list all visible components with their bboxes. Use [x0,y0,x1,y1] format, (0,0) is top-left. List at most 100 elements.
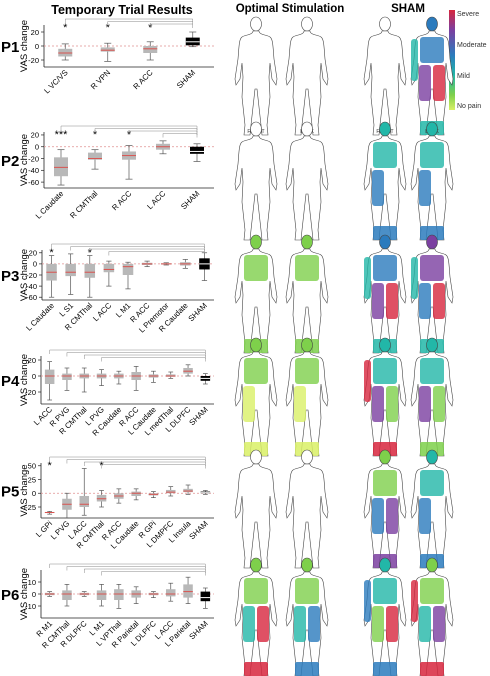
panel-p1: P1 VAS change-20 0 20 * L VC/VS * R VPN * R ACC SH… [1,18,214,95]
body-head [379,337,391,353]
pain-region [243,386,255,422]
pain-region [411,580,418,622]
box-iqr [54,157,68,177]
pain-region [420,142,444,168]
y-tick-label: 50 [28,462,36,471]
sham-body-figure [410,557,454,676]
pain-region [386,283,398,319]
pain-region [243,606,255,642]
box-iqr [114,589,124,600]
comparison-bracket [66,352,206,357]
significance-marker: * [148,22,153,34]
comparison-bracket [66,459,206,464]
pain-region [433,283,445,319]
pain-region [364,580,371,622]
box-iqr [131,491,141,496]
pain-region [386,606,398,642]
significance-marker: * [93,129,98,141]
optimal-body-figure [285,16,329,136]
category-label: SHAM [187,519,209,541]
pain-region [419,170,431,206]
severity-label-3: No pain [457,103,481,110]
body-maps: FRONTBACKFRONTBACK [234,16,454,676]
pain-region [244,255,268,281]
box-iqr [100,47,115,52]
body-head [426,16,438,32]
y-tick-label: 25 [28,475,36,484]
sham-body-figure [363,449,407,569]
comparison-bracket [94,128,198,133]
y-tick-label: -60 [26,293,37,302]
category-label: L ACC [145,189,167,211]
pain-region [419,386,431,422]
comparison-bracket [49,456,206,461]
severity-label-2: Mild [457,73,470,80]
patient-label: P6 [1,587,19,604]
body-head [426,557,438,573]
y-tick-label: 20 [28,356,36,365]
pain-region [373,255,397,281]
comparison-bracket [49,349,206,354]
y-tick-label: -10 [25,602,36,611]
y-tick-label: -25 [25,503,36,512]
pain-region [294,606,306,642]
y-tick-label: -20 [28,56,39,65]
pain-region [420,578,444,604]
pain-region [372,498,384,534]
body-outline [234,30,278,136]
category-label: L Caudate [34,189,66,221]
sham-body-figure [410,449,454,569]
comparison-bracket [101,464,206,469]
y-axis-label: VAS change [19,134,30,186]
comparison-bracket [49,563,206,568]
y-tick-label: -20 [26,271,37,280]
pain-region [295,358,319,384]
y-tick-label: 0 [33,260,37,269]
body-head [301,337,313,353]
patient-label: P1 [1,39,19,56]
body-head [426,337,438,353]
body-row-1: FRONTBACKFRONTBACK [234,16,454,136]
y-tick-label: 20 [31,131,39,140]
significance-marker: * [127,129,132,141]
category-label: SHAM [187,405,209,427]
patient-label: P3 [1,268,19,285]
box-iqr [122,263,134,275]
y-tick-label: 0 [35,42,39,51]
y-axis-label: VAS change [19,20,30,72]
y-tick-label: 0 [32,590,36,599]
optimal-body-figure [234,557,278,676]
pain-region [295,255,319,281]
y-tick-label: 20 [31,28,39,37]
box-iqr [62,373,72,380]
y-axis-label: VAS change [19,568,30,620]
body-row-3 [234,234,454,354]
body-head [426,121,438,137]
sham-body-figure [410,121,454,241]
pain-region [411,257,418,299]
comparison-bracket [101,571,206,576]
pain-region [244,358,268,384]
box-iqr [44,369,55,384]
pain-region [373,358,397,384]
category-label: L VC/VS [42,68,69,95]
optimal-body-figure [234,234,278,354]
box-iqr [103,263,115,273]
y-axis-label: VAS change [19,249,30,301]
pain-region [294,386,306,422]
box-iqr [183,584,193,598]
box-iqr [200,591,211,602]
category-label: SHAM [175,68,197,90]
body-head [426,449,438,465]
y-tick-label: 0 [32,489,36,498]
body-head [250,234,262,250]
significance-marker: *** [55,129,69,141]
box-iqr [88,152,102,160]
pain-region [420,470,444,496]
pain-region-feet [420,662,444,676]
comparison-bracket [162,133,198,138]
pain-region-feet [244,662,268,676]
pain-region [257,606,269,642]
comparison-bracket [60,125,198,130]
pain-region [420,37,444,63]
